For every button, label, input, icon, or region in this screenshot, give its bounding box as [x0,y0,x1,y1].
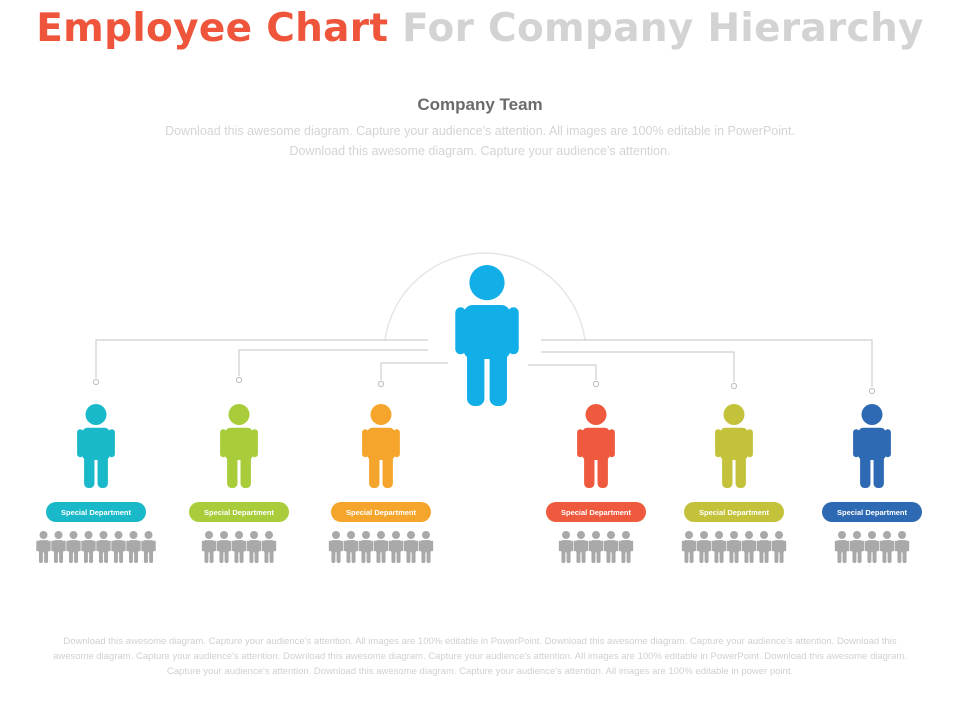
team-member-icon [681,531,697,563]
team-member-icon [96,531,111,563]
department-label-pill: Special Department [331,502,431,522]
team-member-icon [261,531,277,563]
department-2: Special Department [189,404,289,563]
head-person-icon [455,265,519,406]
department-person-icon [715,404,753,488]
connector-dot [592,380,600,388]
department-label: Special Department [699,508,770,517]
department-label-pill: Special Department [46,502,146,522]
department-person-icon [853,404,891,488]
department-pill-bg [822,502,922,522]
department-person-icon [220,404,258,488]
team-member-icon [849,531,865,563]
department-label: Special Department [561,508,632,517]
department-pill-bg [331,502,431,522]
connector-line [95,339,428,378]
team-member-icon [756,531,772,563]
team-member-icon [141,531,156,563]
team-member-icon [588,531,604,563]
department-4: Special Department [546,404,646,563]
department-person-icon [362,404,400,488]
team-member-icon [246,531,262,563]
department-label-pill: Special Department [684,502,784,522]
department-pill-bg [189,502,289,522]
connector-lines [92,339,876,395]
team-member-icon [834,531,850,563]
connector-dot [868,387,876,395]
connector-line [541,339,873,387]
team-member-icon [111,531,126,563]
department-person-icon [577,404,615,488]
team-member-icon [418,531,434,563]
team-member-icon [618,531,634,563]
team-member-icon [36,531,51,563]
connector-line [528,364,597,380]
team-members [558,531,634,563]
connector-dot [92,378,100,386]
intro-line-1: Download this awesome diagram. Capture y… [165,124,795,138]
intro-text: Download this awesome diagram. Capture y… [100,121,860,161]
department-pill-bg [46,502,146,522]
page-title: Employee Chart For Company Hierarchy [0,6,960,51]
department-label: Special Department [837,508,908,517]
department-6: Special Department [822,404,922,563]
team-members [328,531,434,563]
head-person-icon [455,265,519,406]
team-member-icon [741,531,757,563]
department-label-pill: Special Department [546,502,646,522]
team-members [36,531,156,563]
section-heading: Company Team [417,95,543,114]
department-3: Special Department [328,404,434,563]
department-pill-bg [546,502,646,522]
team-member-icon [711,531,727,563]
team-member-icon [343,531,359,563]
departments: Special Department Special Department Spec… [36,404,922,563]
department-label-pill: Special Department [189,502,289,522]
team-member-icon [403,531,419,563]
team-member-icon [894,531,910,563]
connector-line [541,351,735,382]
team-member-icon [726,531,742,563]
head-arc [384,252,586,341]
team-members [681,531,787,563]
team-member-icon [603,531,619,563]
team-member-icon [373,531,389,563]
team-member-icon [201,531,217,563]
team-member-icon [864,531,880,563]
team-member-icon [126,531,141,563]
connector-line [380,362,448,380]
title-muted: For Company Hierarchy [402,6,924,51]
team-member-icon [328,531,344,563]
department-label-pill: Special Department [822,502,922,522]
intro-line-2: Download this awesome diagram. Capture y… [289,144,671,158]
team-member-icon [696,531,712,563]
team-members [201,531,277,563]
team-member-icon [66,531,81,563]
team-member-icon [388,531,404,563]
team-member-icon [51,531,66,563]
title-accent: Employee Chart [36,6,389,51]
team-member-icon [216,531,232,563]
connector-dot [377,380,385,388]
team-member-icon [81,531,96,563]
team-members [834,531,910,563]
connector-dot [235,376,243,384]
team-member-icon [879,531,895,563]
department-label: Special Department [346,508,417,517]
department-1: Special Department [36,404,156,563]
department-5: Special Department [681,404,787,563]
department-label: Special Department [61,508,132,517]
department-label: Special Department [204,508,275,517]
department-person-icon [77,404,115,488]
department-pill-bg [684,502,784,522]
team-member-icon [573,531,589,563]
footer-text: Download this awesome diagram. Capture y… [53,636,907,677]
connector-dot [730,382,738,390]
team-member-icon [558,531,574,563]
team-member-icon [231,531,247,563]
team-member-icon [358,531,374,563]
team-member-icon [771,531,787,563]
connector-line [238,349,428,376]
